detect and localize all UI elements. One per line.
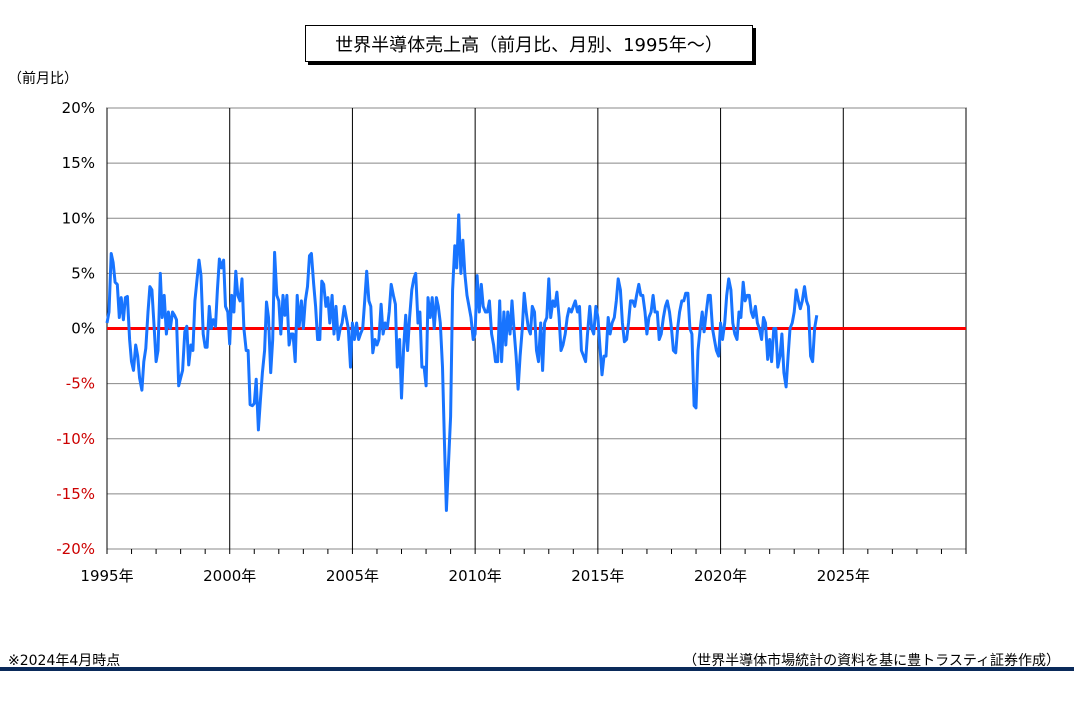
source-credit: （世界半導体市場統計の資料を基に豊トラスティ証券作成） xyxy=(683,653,1060,669)
x-tick-label: 2025年 xyxy=(817,567,870,585)
y-tick-label: -20% xyxy=(56,540,95,558)
series-line xyxy=(105,213,819,512)
y-axis-label: （前月比） xyxy=(8,71,78,87)
x-tick-label: 2015年 xyxy=(571,567,624,585)
y-tick-label: 20% xyxy=(62,99,95,117)
y-tick-label: -5% xyxy=(66,375,95,393)
chart-title: 世界半導体売上高（前月比、月別、1995年～） xyxy=(305,25,753,62)
y-tick-label: 10% xyxy=(62,209,95,227)
y-tick-label: 5% xyxy=(71,264,95,282)
y-tick-label: -15% xyxy=(56,485,95,503)
bottom-rule xyxy=(0,667,1074,671)
x-tick-label: 2000年 xyxy=(203,567,256,585)
series-group xyxy=(105,213,819,512)
footnote-date: ※2024年4月時点 xyxy=(8,653,121,669)
x-tick-labels: 1995年 2000年 2005年 2010年 2015年 2020年 2025年 xyxy=(80,567,869,585)
x-tick-label: 1995年 xyxy=(80,567,133,585)
y-tick-labels: 20% 15% 10% 5% 0% -5% -10% -15% -20% xyxy=(56,99,95,558)
chart-title-text: 世界半導体売上高（前月比、月別、1995年～） xyxy=(335,34,723,56)
x-tick-label: 2020年 xyxy=(694,567,747,585)
x-tick-label: 2005年 xyxy=(326,567,379,585)
x-tick-label: 2010年 xyxy=(449,567,502,585)
y-tick-label: 15% xyxy=(62,154,95,172)
y-tick-label: -10% xyxy=(56,430,95,448)
y-tick-label: 0% xyxy=(71,320,95,338)
